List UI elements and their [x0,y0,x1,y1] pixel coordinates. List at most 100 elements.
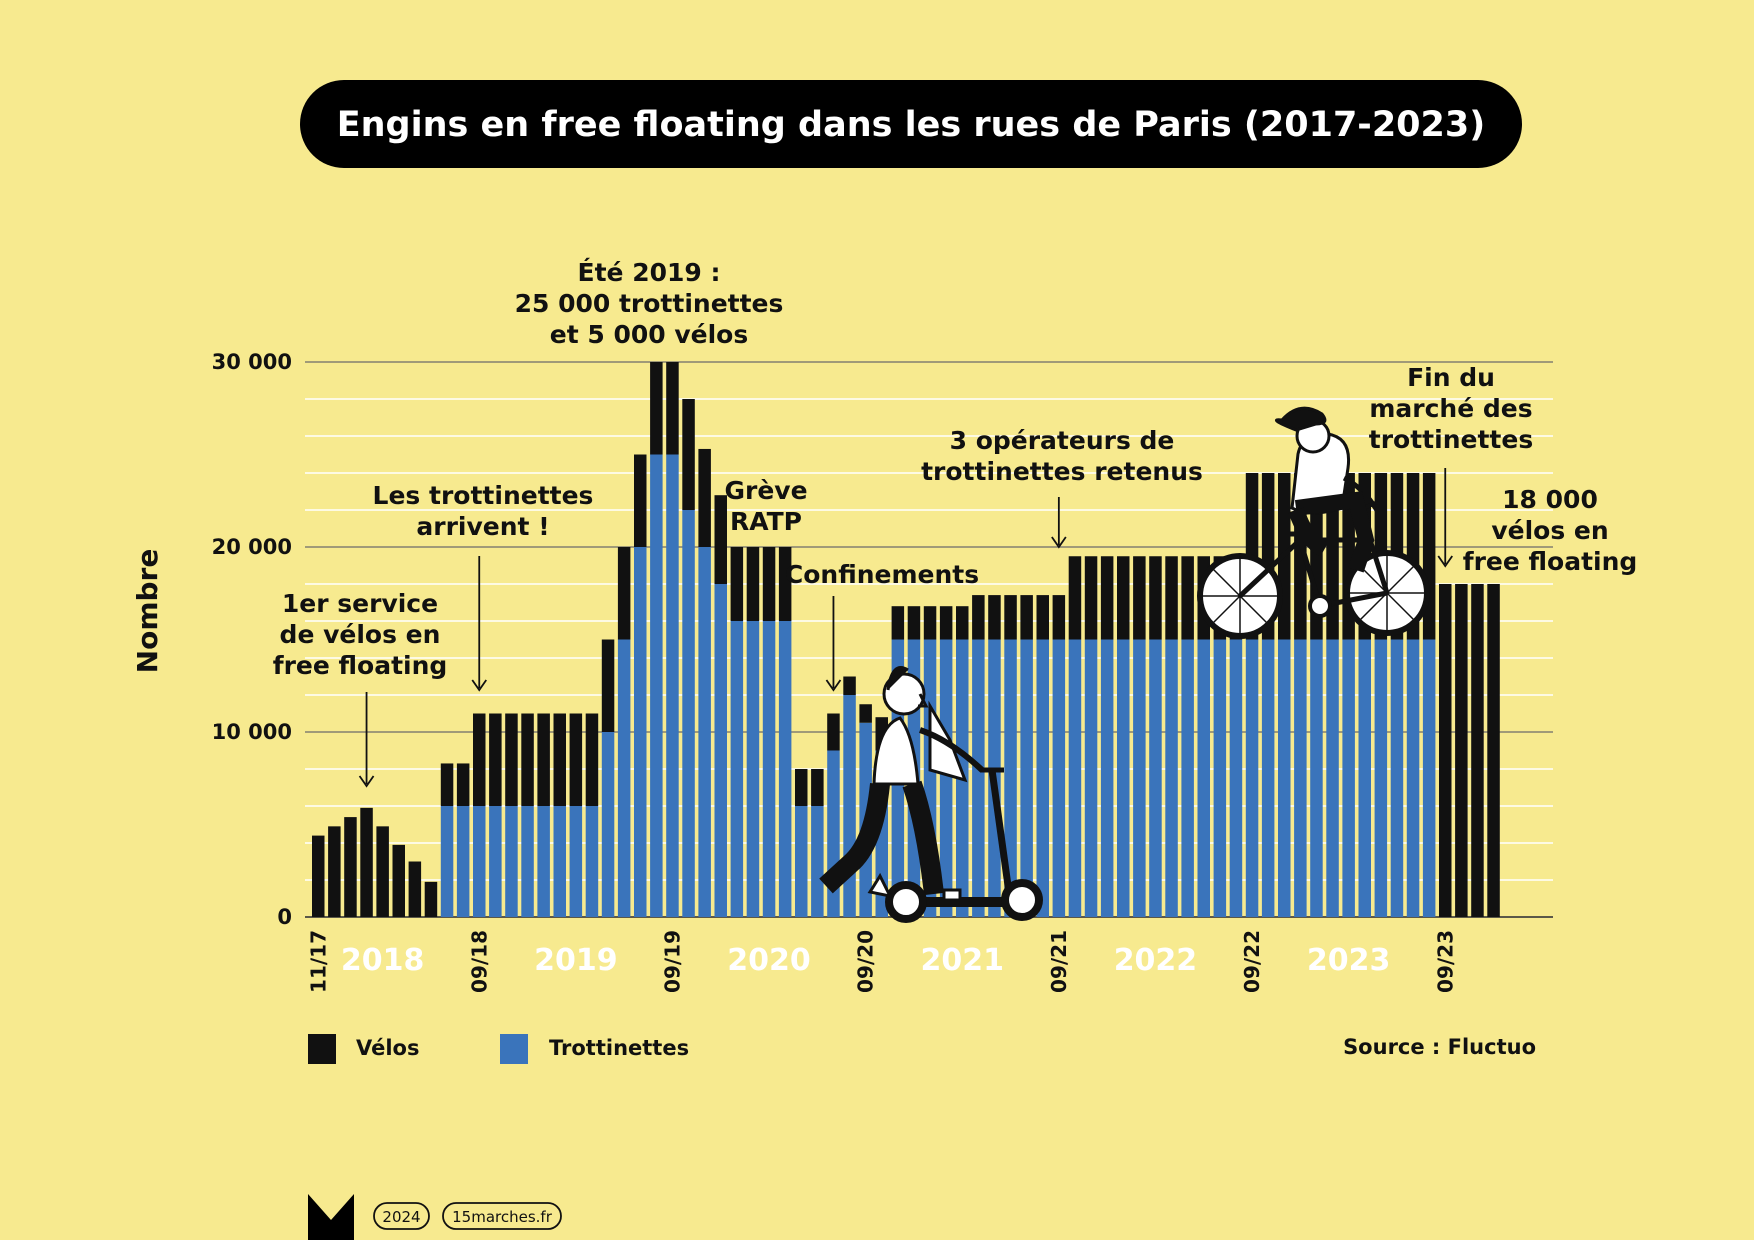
y-tick-labels: 0 10 000 20 000 30 000 [212,350,292,929]
bar-trottinettes [746,621,760,917]
year-label: 2020 [727,943,811,978]
annotation-line: vélos en [1491,516,1608,545]
bar-trottinettes [1181,639,1194,917]
bar-trottinettes [1261,639,1275,917]
y-axis-label: Nombre [131,549,164,674]
bar-velos [1326,473,1339,640]
bar-velos [344,817,357,917]
bar-velos [1455,584,1468,917]
bar-velos [714,495,727,584]
bar-trottinettes [1278,639,1291,917]
bar-velos [650,362,663,455]
annotation: Fin du marché des trottinettes [1369,363,1533,568]
footer-site-badge [442,1202,562,1230]
annotation-text: 1er service de vélos en free floating [273,589,448,680]
year-label: 2022 [1114,943,1198,978]
bar-trottinettes [843,695,856,917]
y-tick-label: 20 000 [212,535,292,559]
bar-trottinettes [473,806,486,917]
bar-velos [923,606,937,640]
annotation-line: RATP [730,507,802,536]
bar-velos [1100,556,1114,640]
bar-velos [553,713,566,806]
annotation-arrow-head [1051,536,1067,549]
bar-velos [1004,595,1017,640]
bar-trottinettes [1213,639,1227,917]
annotation-text: Les trottinettes arrivent ! [373,481,594,541]
annotation: Les trottinettes arrivent ! [373,481,594,692]
bar-velos [1036,595,1049,640]
bar-velos [312,835,325,917]
bar-trottinettes [1004,639,1017,917]
bar-velos [1052,595,1066,640]
bar-trottinettes [1294,639,1307,917]
annotation-line: Grève [724,476,807,505]
annotation-text: Confinements [785,560,979,589]
legend-label-trottinettes: Trottinettes [549,1036,689,1060]
bar-velos [1084,556,1098,640]
bar-trottinettes [811,806,824,917]
annotation: 3 opérateurs de trottinettes retenus [921,426,1203,549]
bar-velos [1422,473,1436,640]
bar-trottinettes [795,806,808,917]
bar-trottinettes [505,806,518,917]
bar-trottinettes [1245,639,1259,917]
bar-velos [1439,584,1452,917]
bar-velos [795,769,808,806]
bar-velos [939,606,953,640]
legend-swatch-trottinettes [500,1034,528,1064]
annotation: Confinements [785,560,979,692]
annotation-line: marché des [1369,394,1532,423]
bar-trottinettes [569,806,583,917]
bar-velos [1068,556,1082,640]
date-tick-label: 09/23 [1433,930,1457,993]
bar-velos [537,713,550,806]
bar-velos [1487,584,1500,917]
bar-trottinettes [1133,639,1146,917]
annotation-line: 25 000 trottinettes [515,289,784,318]
bar-trottinettes [456,806,470,917]
bar-trottinettes [778,621,792,917]
bar-trottinettes [1422,639,1436,917]
bar-trottinettes [1310,639,1323,917]
bar-velos [328,826,341,917]
chart-title: Engins en free floating dans les rues de… [337,105,1486,145]
cyclist-illustration [1197,406,1430,639]
bar-trottinettes [585,806,599,917]
annotations: 1er service de vélos en free floating Les t… [273,258,1638,788]
bar-velos [843,676,856,695]
year-label: 2021 [921,943,1005,978]
bar-trottinettes [634,547,647,917]
footer-year-badge [373,1202,430,1230]
bar-velos [730,547,744,621]
annotation-arrow-head [358,775,375,788]
annotation-line: free floating [273,651,448,680]
bar-trottinettes [1374,639,1388,917]
annotation-line: 1er service [282,589,438,618]
scooter-rider-illustration [819,666,1043,923]
bar-trottinettes [1149,639,1162,917]
bar-trottinettes [440,806,454,917]
annotation-line: 18 000 [1502,485,1598,514]
date-tick-label: 09/18 [467,930,491,993]
annotation-line: trottinettes retenus [921,457,1203,486]
annotation-line: trottinettes [1369,425,1533,454]
bar-velos [1165,556,1178,640]
source-label: Source : Fluctuo [1343,1035,1536,1059]
bar-velos [456,763,470,806]
bar-velos [762,547,776,621]
bar-velos [1117,556,1130,640]
bar-trottinettes [1342,639,1355,917]
annotation-text: 18 000 vélos en free floating [1463,485,1638,576]
bar-velos [1181,556,1194,640]
bar-trottinettes [1100,639,1114,917]
bar-velos [778,547,792,621]
bar-velos [988,595,1001,640]
footer-site: 15marches.fr [452,1208,553,1226]
bar-trottinettes [1406,639,1420,917]
annotation-arrow-head [825,679,842,692]
annotation-text: Grève RATP [724,476,807,536]
bar-trottinettes [666,454,679,917]
bar-velos [698,448,711,547]
